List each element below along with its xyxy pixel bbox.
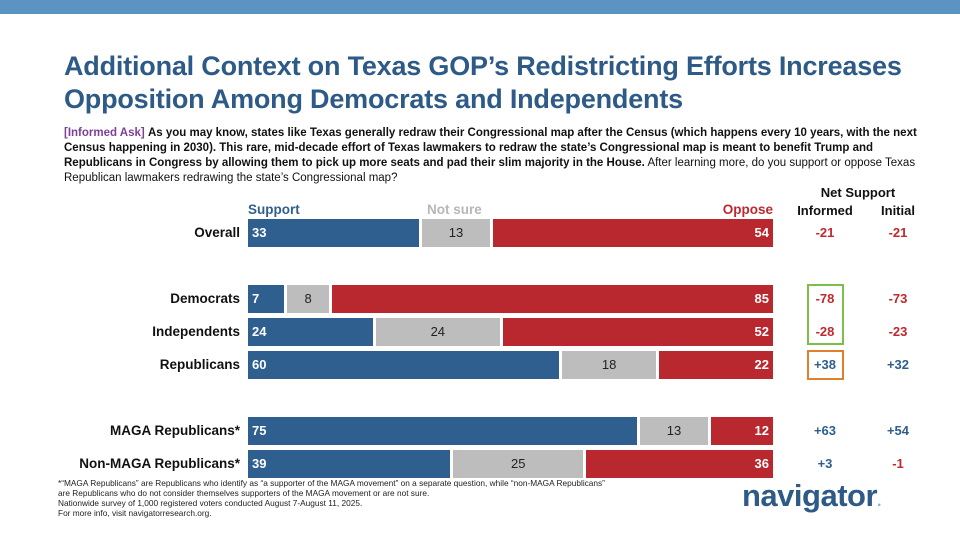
top-accent-bar — [0, 0, 960, 14]
bar-label-oppose-democrats: 85 — [754, 291, 769, 306]
legend-oppose: Oppose — [722, 202, 773, 217]
navigator-logo: navigator. — [742, 478, 881, 514]
bar-oppose-republicans: 22 — [658, 351, 773, 379]
logo-text: navigator — [742, 478, 878, 513]
row-label-maga-republicans: MAGA Republicans* — [109, 423, 240, 438]
bar-support-overall: 33 — [248, 219, 420, 247]
bar-oppose-maga-republicans: 12 — [710, 417, 773, 445]
net-support-title: Net Support — [820, 185, 896, 200]
bar-label-support-democrats: 7 — [252, 291, 260, 306]
title-line-1: Additional Context on Texas GOP’s Redist… — [64, 51, 902, 81]
footnote: *“MAGA Republicans” are Republicans who … — [58, 478, 618, 518]
net-initial-independents: -23 — [888, 324, 908, 339]
row-label-democrats: Democrats — [170, 291, 240, 306]
net-informed-republicans: +38 — [813, 357, 837, 372]
bar-label-support-non-maga-republicans: 39 — [252, 456, 267, 471]
net-informed-non-maga-republicans: +3 — [817, 456, 833, 471]
bar-label-not-sure-maga-republicans: 13 — [666, 423, 682, 438]
row-label-republicans: Republicans — [159, 357, 240, 372]
bar-label-oppose-non-maga-republicans: 36 — [754, 456, 769, 471]
footnote-methodology: Nationwide survey of 1,000 registered vo… — [58, 498, 363, 508]
footnote-more-info: For more info, visit navigatorresearch.o… — [58, 508, 212, 518]
bar-label-not-sure-non-maga-republicans: 25 — [511, 456, 526, 471]
bar-not-sure-non-maga-republicans: 25 — [453, 450, 584, 478]
bar-not-sure-overall: 13 — [422, 219, 490, 247]
bar-support-democrats: 7 — [248, 285, 285, 313]
bar-not-sure-republicans: 18 — [562, 351, 656, 379]
bar-not-sure-maga-republicans: 13 — [640, 417, 708, 445]
bar-oppose-democrats: 85 — [331, 285, 773, 313]
net-initial-republicans: +32 — [886, 357, 910, 372]
bar-label-oppose-maga-republicans: 12 — [754, 423, 769, 438]
row-label-independents: Independents — [152, 324, 240, 339]
bar-label-support-maga-republicans: 75 — [252, 423, 267, 438]
question-bold-text: As you may know, states like Texas gener… — [64, 127, 917, 169]
net-initial-non-maga-republicans: -1 — [892, 456, 904, 471]
bar-label-support-overall: 33 — [252, 225, 267, 240]
row-label-overall: Overall — [194, 225, 240, 240]
net-initial-overall: -21 — [888, 225, 908, 240]
net-informed-header: Informed — [797, 203, 853, 218]
bar-oppose-independents: 52 — [503, 318, 773, 346]
question-text: [Informed Ask] As you may know, states l… — [64, 126, 944, 186]
page-title: Additional Context on Texas GOP’s Redist… — [64, 50, 944, 116]
bar-oppose-non-maga-republicans: 36 — [586, 450, 773, 478]
question-tag: [Informed Ask] — [64, 127, 145, 139]
net-informed-independents: -28 — [815, 324, 835, 339]
bar-not-sure-democrats: 8 — [287, 285, 329, 313]
footnote-maga-definition: *“MAGA Republicans” are Republicans who … — [58, 478, 605, 498]
bar-not-sure-independents: 24 — [375, 318, 501, 346]
bar-support-maga-republicans: 75 — [248, 417, 638, 445]
net-informed-democrats: -78 — [815, 291, 835, 306]
net-initial-header: Initial — [881, 203, 915, 218]
logo-dot: . — [877, 493, 881, 510]
bar-label-oppose-independents: 52 — [754, 324, 769, 339]
bar-support-independents: 24 — [248, 318, 373, 346]
bar-label-support-independents: 24 — [252, 324, 267, 339]
highlight-box-orange — [807, 350, 844, 380]
legend-not-sure: Not sure — [427, 202, 482, 217]
bar-label-not-sure-overall: 13 — [448, 225, 464, 240]
highlight-box-green — [807, 284, 844, 345]
bar-label-not-sure-independents: 24 — [430, 324, 446, 339]
bar-label-not-sure-republicans: 18 — [601, 357, 617, 372]
bar-support-republicans: 60 — [248, 351, 560, 379]
net-initial-democrats: -73 — [888, 291, 908, 306]
net-initial-maga-republicans: +54 — [886, 423, 910, 438]
bar-label-support-republicans: 60 — [252, 357, 267, 372]
question-plain-text: After learning more, do you support or o… — [64, 157, 916, 184]
bar-label-not-sure-democrats: 8 — [304, 291, 312, 306]
legend-support: Support — [248, 202, 300, 217]
bar-label-oppose-overall: 54 — [754, 225, 769, 240]
title-line-2: Opposition Among Democrats and Independe… — [64, 84, 683, 114]
net-informed-overall: -21 — [815, 225, 835, 240]
net-informed-maga-republicans: +63 — [813, 423, 837, 438]
bar-label-oppose-republicans: 22 — [754, 357, 769, 372]
bar-support-non-maga-republicans: 39 — [248, 450, 451, 478]
bar-oppose-overall: 54 — [492, 219, 773, 247]
row-label-non-maga-republicans: Non-MAGA Republicans* — [79, 456, 240, 471]
